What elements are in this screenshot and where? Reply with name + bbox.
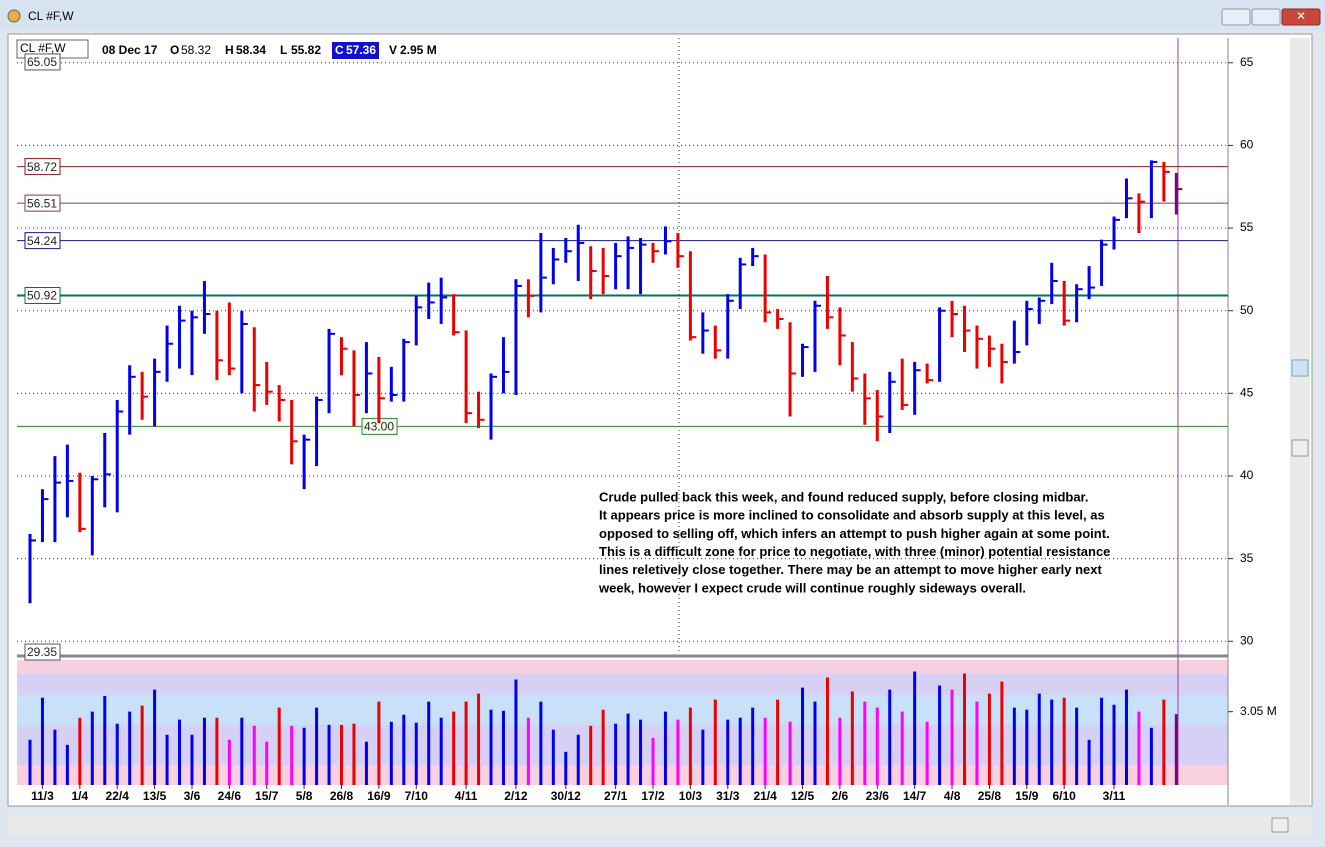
scroll-thumb[interactable] <box>1291 359 1309 377</box>
annotation: It appears price is more inclined to con… <box>599 508 1105 523</box>
annotation: opposed to selling off, which infers an … <box>599 526 1110 541</box>
x-tick-label: 22/4 <box>106 789 130 803</box>
x-tick-label: 15/7 <box>255 789 279 803</box>
y-tick-label: 45 <box>1240 386 1254 400</box>
x-tick-label: 15/9 <box>1015 789 1039 803</box>
x-tick-label: 11/3 <box>31 789 54 803</box>
window-title: CL #F,W <box>28 9 74 23</box>
x-tick-label: 31/3 <box>716 789 740 803</box>
y-tick-label: 30 <box>1240 633 1254 647</box>
annotation: week, however I expect crude will contin… <box>598 580 1026 595</box>
minimize-button[interactable] <box>1221 8 1251 26</box>
volume-band-bottom <box>17 765 1228 785</box>
field-value: 55.82 <box>291 43 321 57</box>
x-tick-label: 2/6 <box>832 789 849 803</box>
level-label: 56.51 <box>27 196 57 210</box>
y-tick-label: 50 <box>1240 303 1254 317</box>
x-tick-label: 4/11 <box>455 789 478 803</box>
annotation: Crude pulled back this week, and found r… <box>599 489 1089 504</box>
level-box <box>24 286 61 304</box>
field-value: 2.95 M <box>400 43 437 57</box>
x-tick-label: 14/7 <box>903 789 927 803</box>
level-box <box>24 194 61 212</box>
x-tick-label: 3/11 <box>1103 789 1126 803</box>
x-tick-label: 1/4 <box>71 789 88 803</box>
field-label: C <box>335 43 344 57</box>
level-label: 54.24 <box>27 234 57 248</box>
level-box <box>24 232 61 250</box>
x-tick-label: 2/12 <box>504 789 528 803</box>
x-tick-label: 27/1 <box>604 789 628 803</box>
close-icon: ✕ <box>1296 9 1306 23</box>
level-box <box>24 158 61 176</box>
y-tick-label: 65 <box>1240 55 1254 69</box>
x-tick-label: 17/2 <box>641 789 665 803</box>
maximize-button[interactable] <box>1251 8 1281 26</box>
level-label: 50.92 <box>27 289 57 303</box>
x-tick-label: 5/8 <box>296 789 313 803</box>
volume-band-top <box>17 660 1228 674</box>
title-bar <box>0 0 1325 30</box>
x-tick-label: 13/5 <box>143 789 167 803</box>
y-tick-label: 60 <box>1240 138 1254 152</box>
field-value: 58.32 <box>181 43 211 57</box>
x-tick-label: 25/8 <box>978 789 1002 803</box>
scroll-thumb[interactable] <box>1291 439 1309 457</box>
x-tick-label: 24/6 <box>218 789 242 803</box>
x-tick-label: 10/3 <box>679 789 703 803</box>
field-label: V <box>389 43 397 57</box>
x-tick-label: 4/8 <box>944 789 961 803</box>
field-value: 58.34 <box>236 43 266 57</box>
level-label: 65.05 <box>27 55 57 69</box>
volume-band-mid <box>17 695 1228 725</box>
y-tick-label: 55 <box>1240 220 1254 234</box>
x-tick-label: 21/4 <box>753 789 777 803</box>
level-label: 29.35 <box>27 645 57 659</box>
annotation: This is a difficult zone for price to ne… <box>599 544 1110 559</box>
vertical-scrollbar[interactable] <box>1290 38 1310 805</box>
field-label: H <box>225 43 234 57</box>
field-label: O <box>170 43 179 57</box>
x-tick-label: 16/9 <box>367 789 391 803</box>
app-icon <box>7 9 21 23</box>
level-box <box>24 643 61 661</box>
annotation: lines reletively close together. There m… <box>599 562 1103 577</box>
field-label: L <box>280 43 287 57</box>
x-tick-label: 12/5 <box>791 789 815 803</box>
y-tick-label: 40 <box>1240 468 1254 482</box>
x-tick-label: 7/10 <box>405 789 429 803</box>
h-scroll-thumb[interactable] <box>1271 817 1289 833</box>
close-button[interactable] <box>1281 8 1321 26</box>
horizontal-scrollbar[interactable] <box>8 815 1312 835</box>
level-label: 43.00 <box>364 420 394 434</box>
bar-date: 08 Dec 17 <box>102 43 158 57</box>
x-tick-label: 3/6 <box>184 789 201 803</box>
symbol: CL #F,W <box>20 41 66 55</box>
level-label: 58.72 <box>27 160 57 174</box>
volume-tick-label: 3.05 M <box>1240 704 1277 718</box>
close-highlight <box>332 42 379 59</box>
y-tick-label: 35 <box>1240 551 1254 565</box>
x-tick-label: 26/8 <box>330 789 354 803</box>
x-tick-label: 23/6 <box>866 789 890 803</box>
level-box <box>24 53 61 71</box>
x-tick-label: 30/12 <box>551 789 581 803</box>
field-value: 57.36 <box>346 43 376 57</box>
x-tick-label: 6/10 <box>1053 789 1077 803</box>
